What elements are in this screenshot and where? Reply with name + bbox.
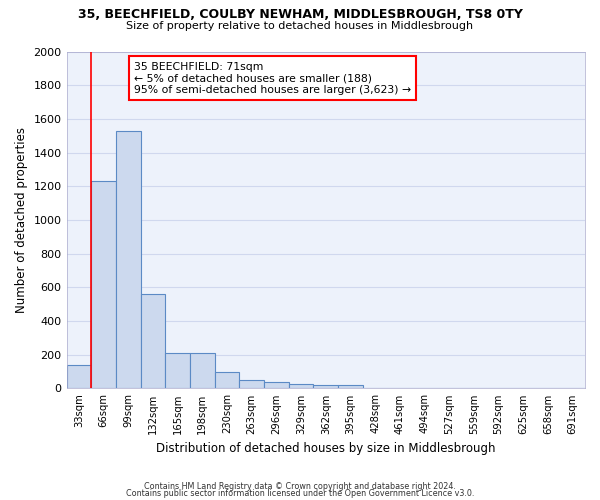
Bar — [239, 380, 264, 388]
Bar — [215, 372, 239, 388]
Bar — [67, 365, 91, 388]
Bar — [165, 353, 190, 388]
Text: Contains HM Land Registry data © Crown copyright and database right 2024.: Contains HM Land Registry data © Crown c… — [144, 482, 456, 491]
Text: Contains public sector information licensed under the Open Government Licence v3: Contains public sector information licen… — [126, 490, 474, 498]
Bar — [289, 384, 313, 388]
Text: Size of property relative to detached houses in Middlesbrough: Size of property relative to detached ho… — [127, 21, 473, 31]
Y-axis label: Number of detached properties: Number of detached properties — [15, 127, 28, 313]
Bar — [313, 385, 338, 388]
Bar — [91, 181, 116, 388]
Bar — [116, 130, 140, 388]
Bar — [264, 382, 289, 388]
X-axis label: Distribution of detached houses by size in Middlesbrough: Distribution of detached houses by size … — [156, 442, 496, 455]
Text: 35 BEECHFIELD: 71sqm
← 5% of detached houses are smaller (188)
95% of semi-detac: 35 BEECHFIELD: 71sqm ← 5% of detached ho… — [134, 62, 411, 95]
Bar — [338, 385, 363, 388]
Text: 35, BEECHFIELD, COULBY NEWHAM, MIDDLESBROUGH, TS8 0TY: 35, BEECHFIELD, COULBY NEWHAM, MIDDLESBR… — [77, 8, 523, 20]
Bar — [190, 353, 215, 388]
Bar — [140, 294, 165, 388]
